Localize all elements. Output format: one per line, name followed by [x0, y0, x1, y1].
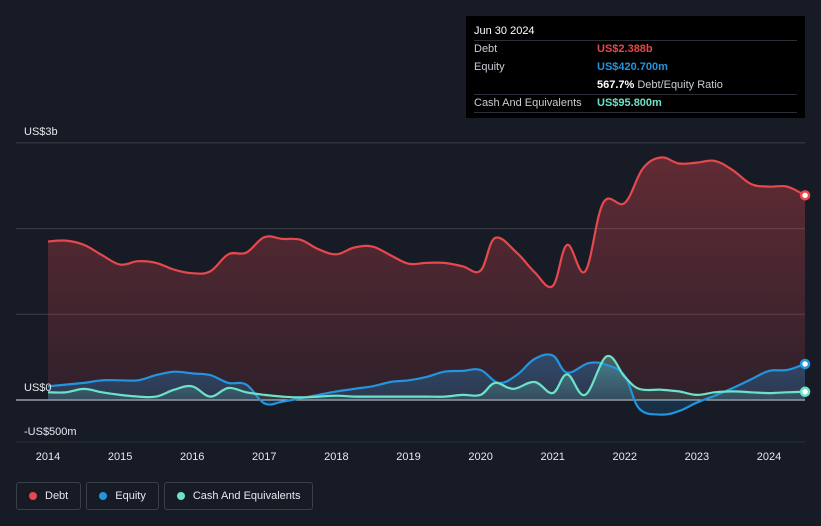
tooltip-row-debt: Debt US$2.388b	[474, 40, 797, 58]
x-tick-label: 2021	[540, 451, 564, 463]
x-axis-ticks: 2014 2015 2016 2017 2018 2019 2020 2021 2022 2023…	[36, 451, 781, 463]
tooltip-ratio-label: Debt/Equity Ratio	[637, 79, 723, 91]
legend-item-debt[interactable]: Debt	[16, 482, 82, 510]
y-label-top: US$3b	[24, 126, 58, 138]
series-lines	[47, 156, 806, 416]
x-tick-label: 2014	[36, 451, 60, 463]
x-tick-label: 2023	[685, 451, 709, 463]
debt-area	[48, 157, 805, 400]
legend-debt-label: Debt	[45, 490, 69, 502]
cash-line	[47, 354, 806, 399]
tooltip-ratio-value: 567.7%	[597, 79, 635, 91]
tooltip-ratio-spacer	[474, 77, 597, 94]
x-tick-label: 2022	[613, 451, 637, 463]
debt-dot-icon	[29, 492, 37, 500]
tooltip-debt-label: Debt	[474, 43, 498, 55]
tooltip-row-equity: Equity US$420.700m	[474, 58, 797, 76]
cash-end-marker	[799, 386, 811, 398]
equity-dot-icon	[99, 492, 108, 500]
x-tick-label: 2017	[252, 451, 276, 463]
x-tick-label: 2019	[396, 451, 420, 463]
legend-equity-label: Equity	[115, 490, 146, 502]
x-tick-label: 2024	[757, 451, 781, 463]
tooltip-cash-value: US$95.800m	[597, 97, 662, 109]
debt-line	[47, 156, 806, 289]
x-tick-label: 2020	[468, 451, 492, 463]
legend-cash-label: Cash And Equivalents	[192, 490, 301, 502]
x-tick-label: 2015	[108, 451, 132, 463]
tooltip-cash-label: Cash And Equivalents	[474, 97, 582, 109]
y-label-bottom: -US$500m	[24, 426, 77, 438]
series-end-markers	[799, 190, 811, 398]
x-tick-label: 2016	[180, 451, 204, 463]
tooltip-row-cash: Cash And Equivalents US$95.800m	[474, 94, 797, 113]
y-label-zero: US$0	[24, 382, 52, 394]
cash-area	[48, 355, 805, 400]
debt-end-marker	[799, 190, 811, 201]
tooltip-debt-value: US$2.388b	[597, 43, 653, 55]
tooltip-equity-label: Equity	[474, 61, 505, 73]
legend-item-equity[interactable]: Equity	[86, 482, 159, 510]
legend-item-cash[interactable]: Cash And Equivalents	[163, 482, 314, 510]
x-tick-label: 2018	[324, 451, 348, 463]
chart-legend: Debt Equity Cash And Equivalents	[16, 482, 314, 510]
cash-dot-icon	[176, 492, 185, 500]
tooltip-equity-value: US$420.700m	[597, 61, 668, 73]
equity-line	[47, 353, 806, 416]
data-tooltip: Jun 30 2024 Debt US$2.388b Equity US$420…	[466, 16, 805, 118]
equity-end-marker	[799, 358, 811, 370]
tooltip-row-ratio: 567.7% Debt/Equity Ratio	[474, 76, 797, 94]
tooltip-date: Jun 30 2024	[474, 25, 535, 37]
series-areas	[48, 157, 805, 415]
